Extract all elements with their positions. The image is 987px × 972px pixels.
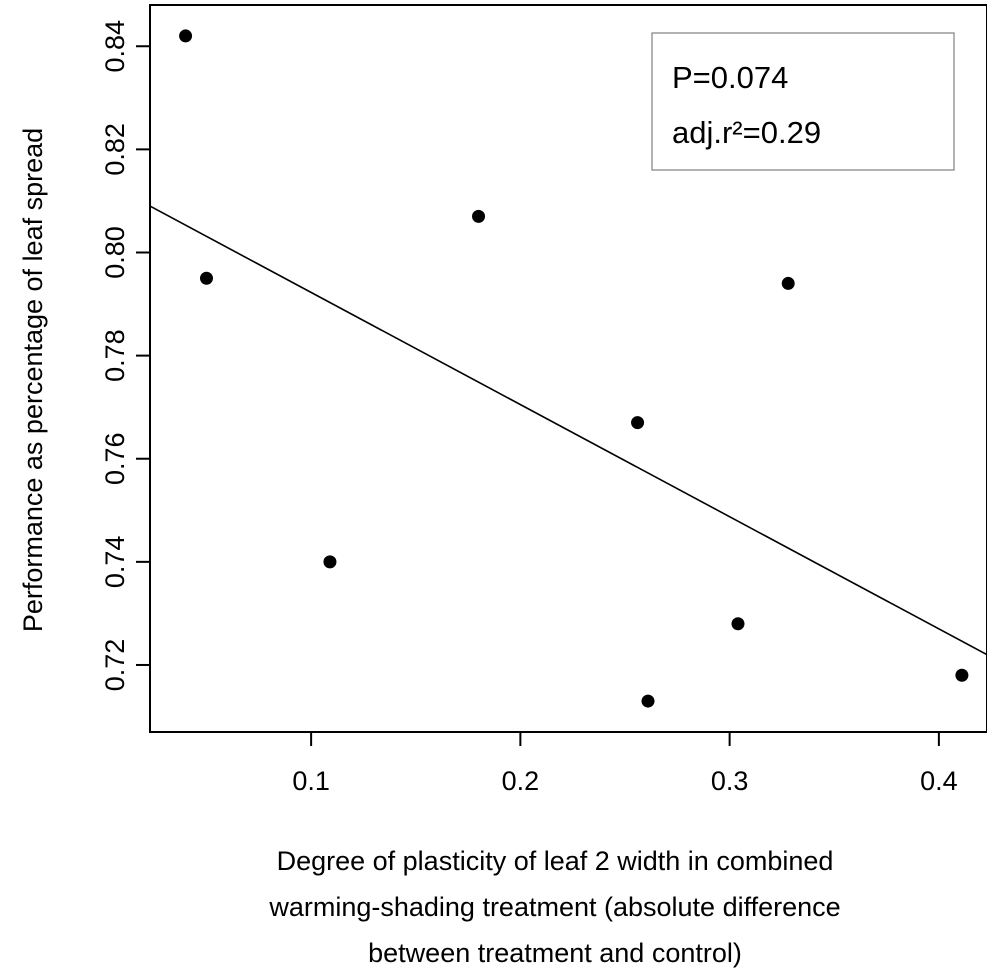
data-point [781,276,795,290]
y-axis-ticks: 0.72 0.74 0.76 0.78 0.80 0.82 0.84 [100,20,150,691]
y-tick-label: 0.84 [100,20,130,73]
y-tick-label: 0.78 [100,329,130,382]
data-point [641,694,655,708]
r-squared-label: adj.r²=0.29 [672,115,821,150]
x-axis-title-line-3: between treatment and control) [368,938,742,968]
regression-line [149,205,987,656]
x-axis-title-line-1: Degree of plasticity of leaf 2 width in … [277,846,834,876]
x-tick-label: 0.2 [502,766,540,796]
data-point [731,617,745,631]
x-tick-label: 0.1 [292,766,330,796]
y-axis-title: Performance as percentage of leaf spread [18,128,48,632]
y-tick-label: 0.82 [100,123,130,176]
y-tick-label: 0.80 [100,226,130,279]
y-tick-label: 0.76 [100,432,130,485]
regression-line-group [149,205,987,656]
data-point [179,29,193,43]
x-axis-ticks: 0.1 0.2 0.3 0.4 [292,732,958,796]
plot-frame [149,4,987,733]
x-tick-label: 0.4 [920,766,958,796]
data-points [179,29,969,708]
data-point [631,416,645,430]
data-point [323,555,337,569]
y-tick-label: 0.72 [100,639,130,692]
stats-box [651,32,955,171]
x-tick-label: 0.3 [711,766,749,796]
data-point [472,209,486,223]
p-value-label: P=0.074 [672,60,788,95]
y-tick-label: 0.74 [100,536,130,589]
data-point [955,668,969,682]
data-point [199,271,213,285]
x-axis-title-line-2: warming-shading treatment (absolute diff… [268,892,840,922]
